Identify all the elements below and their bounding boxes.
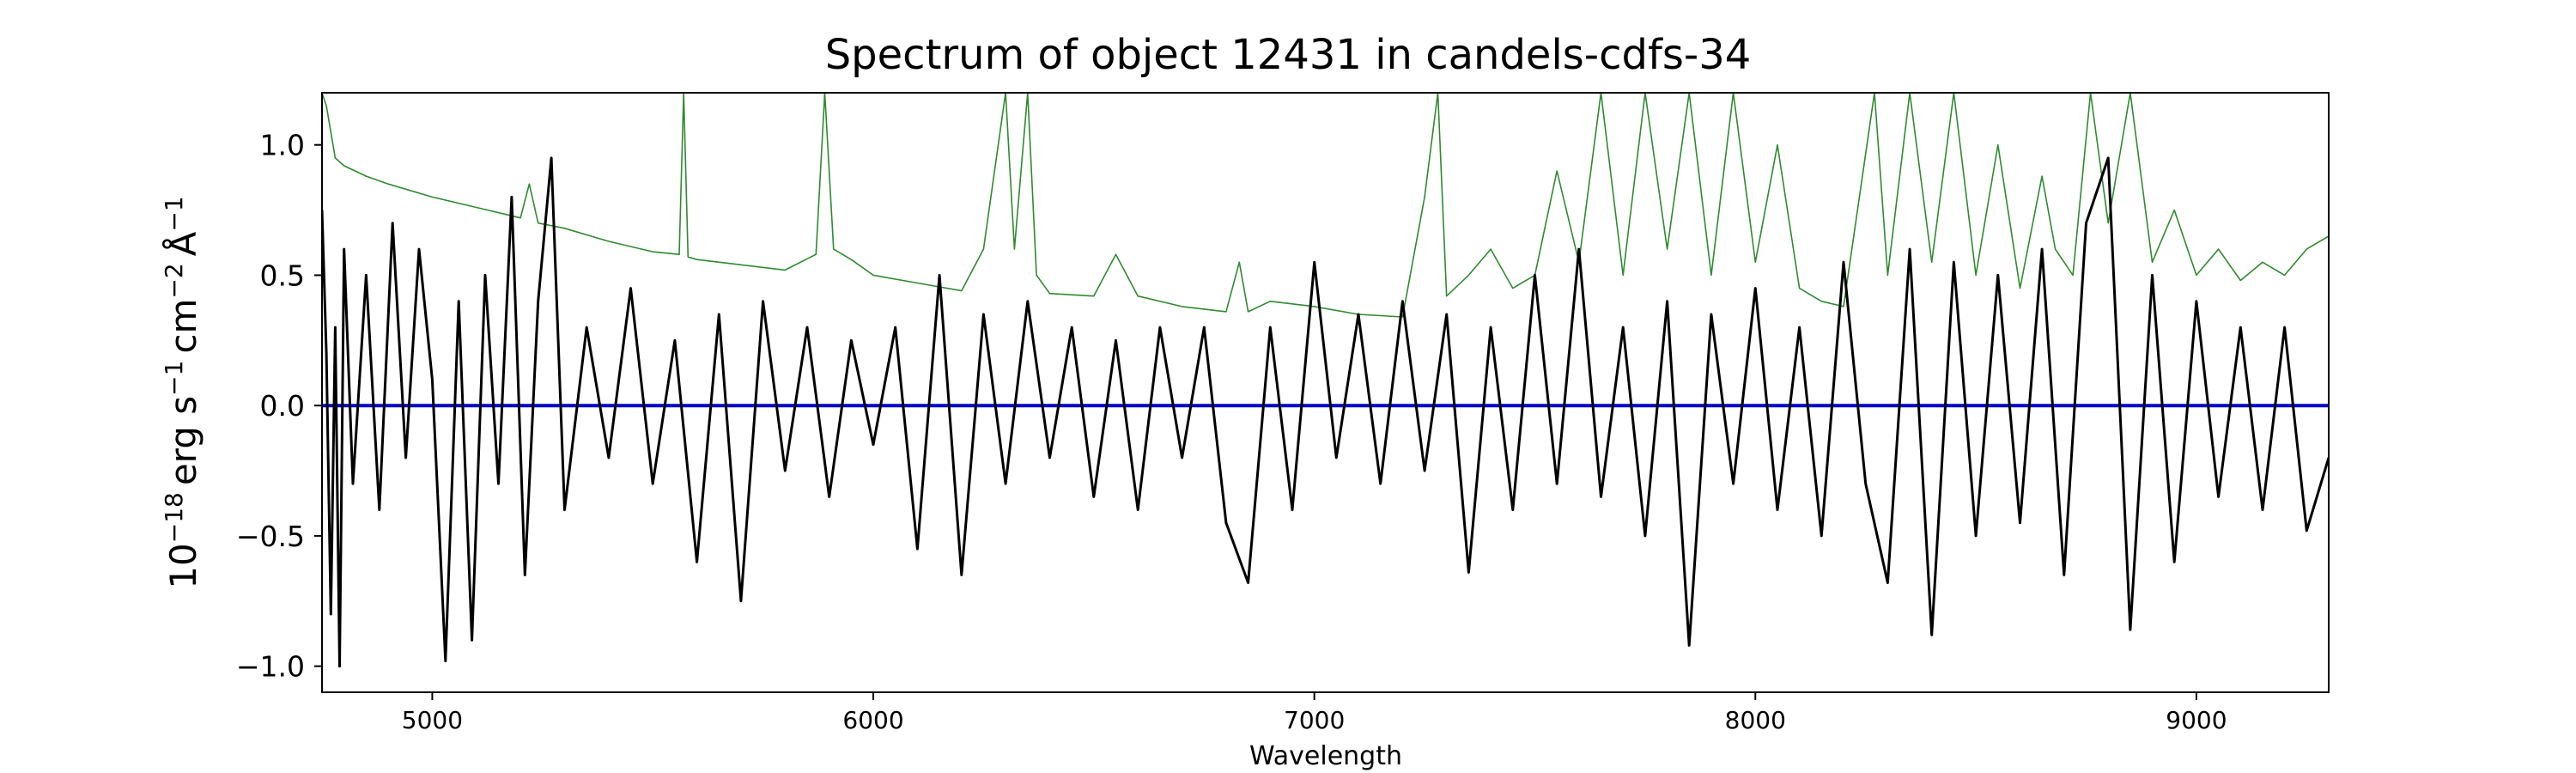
- y-tick-label: 1.0: [260, 129, 305, 162]
- ylabel-angstrom: Å: [161, 231, 204, 256]
- ylabel-exp-angstrom: −1: [160, 196, 188, 231]
- x-tick-label: 8000: [1725, 706, 1786, 734]
- flux-line: [322, 156, 2329, 668]
- x-tick-label: 7000: [1284, 706, 1345, 734]
- plot-area-frame: [321, 92, 2330, 693]
- y-axis-ticks: −1.0 −0.5 0.0 0.5 1.0: [236, 129, 322, 684]
- flux-series: [322, 156, 2329, 668]
- noise-line: [322, 93, 2329, 318]
- noise-series: [322, 93, 2329, 318]
- ylabel-base: 10: [162, 543, 204, 588]
- ylabel-exp-base: −18: [160, 492, 188, 543]
- x-axis-ticks: 5000 6000 7000 8000 9000: [402, 692, 2227, 734]
- ylabel-exp-s: −1: [160, 361, 188, 396]
- y-tick-label: −1.0: [236, 650, 305, 684]
- chart-title: Spectrum of object 12431 in candels-cdfs…: [825, 31, 1752, 79]
- x-tick-label: 5000: [402, 706, 463, 734]
- x-axis-label: Wavelength: [1249, 741, 1402, 771]
- y-axis-label: 10−18erg s−1cm−2Å−1: [160, 196, 204, 588]
- x-tick-label: 6000: [842, 706, 903, 734]
- ylabel-erg: erg s: [162, 396, 204, 485]
- ylabel-exp-cm: −2: [160, 263, 188, 298]
- ylabel-cm: cm: [162, 299, 204, 354]
- y-tick-label: 0.5: [260, 259, 305, 292]
- y-tick-label: −0.5: [236, 520, 305, 553]
- x-tick-label: 9000: [2166, 706, 2227, 734]
- y-tick-label: 0.0: [260, 389, 305, 423]
